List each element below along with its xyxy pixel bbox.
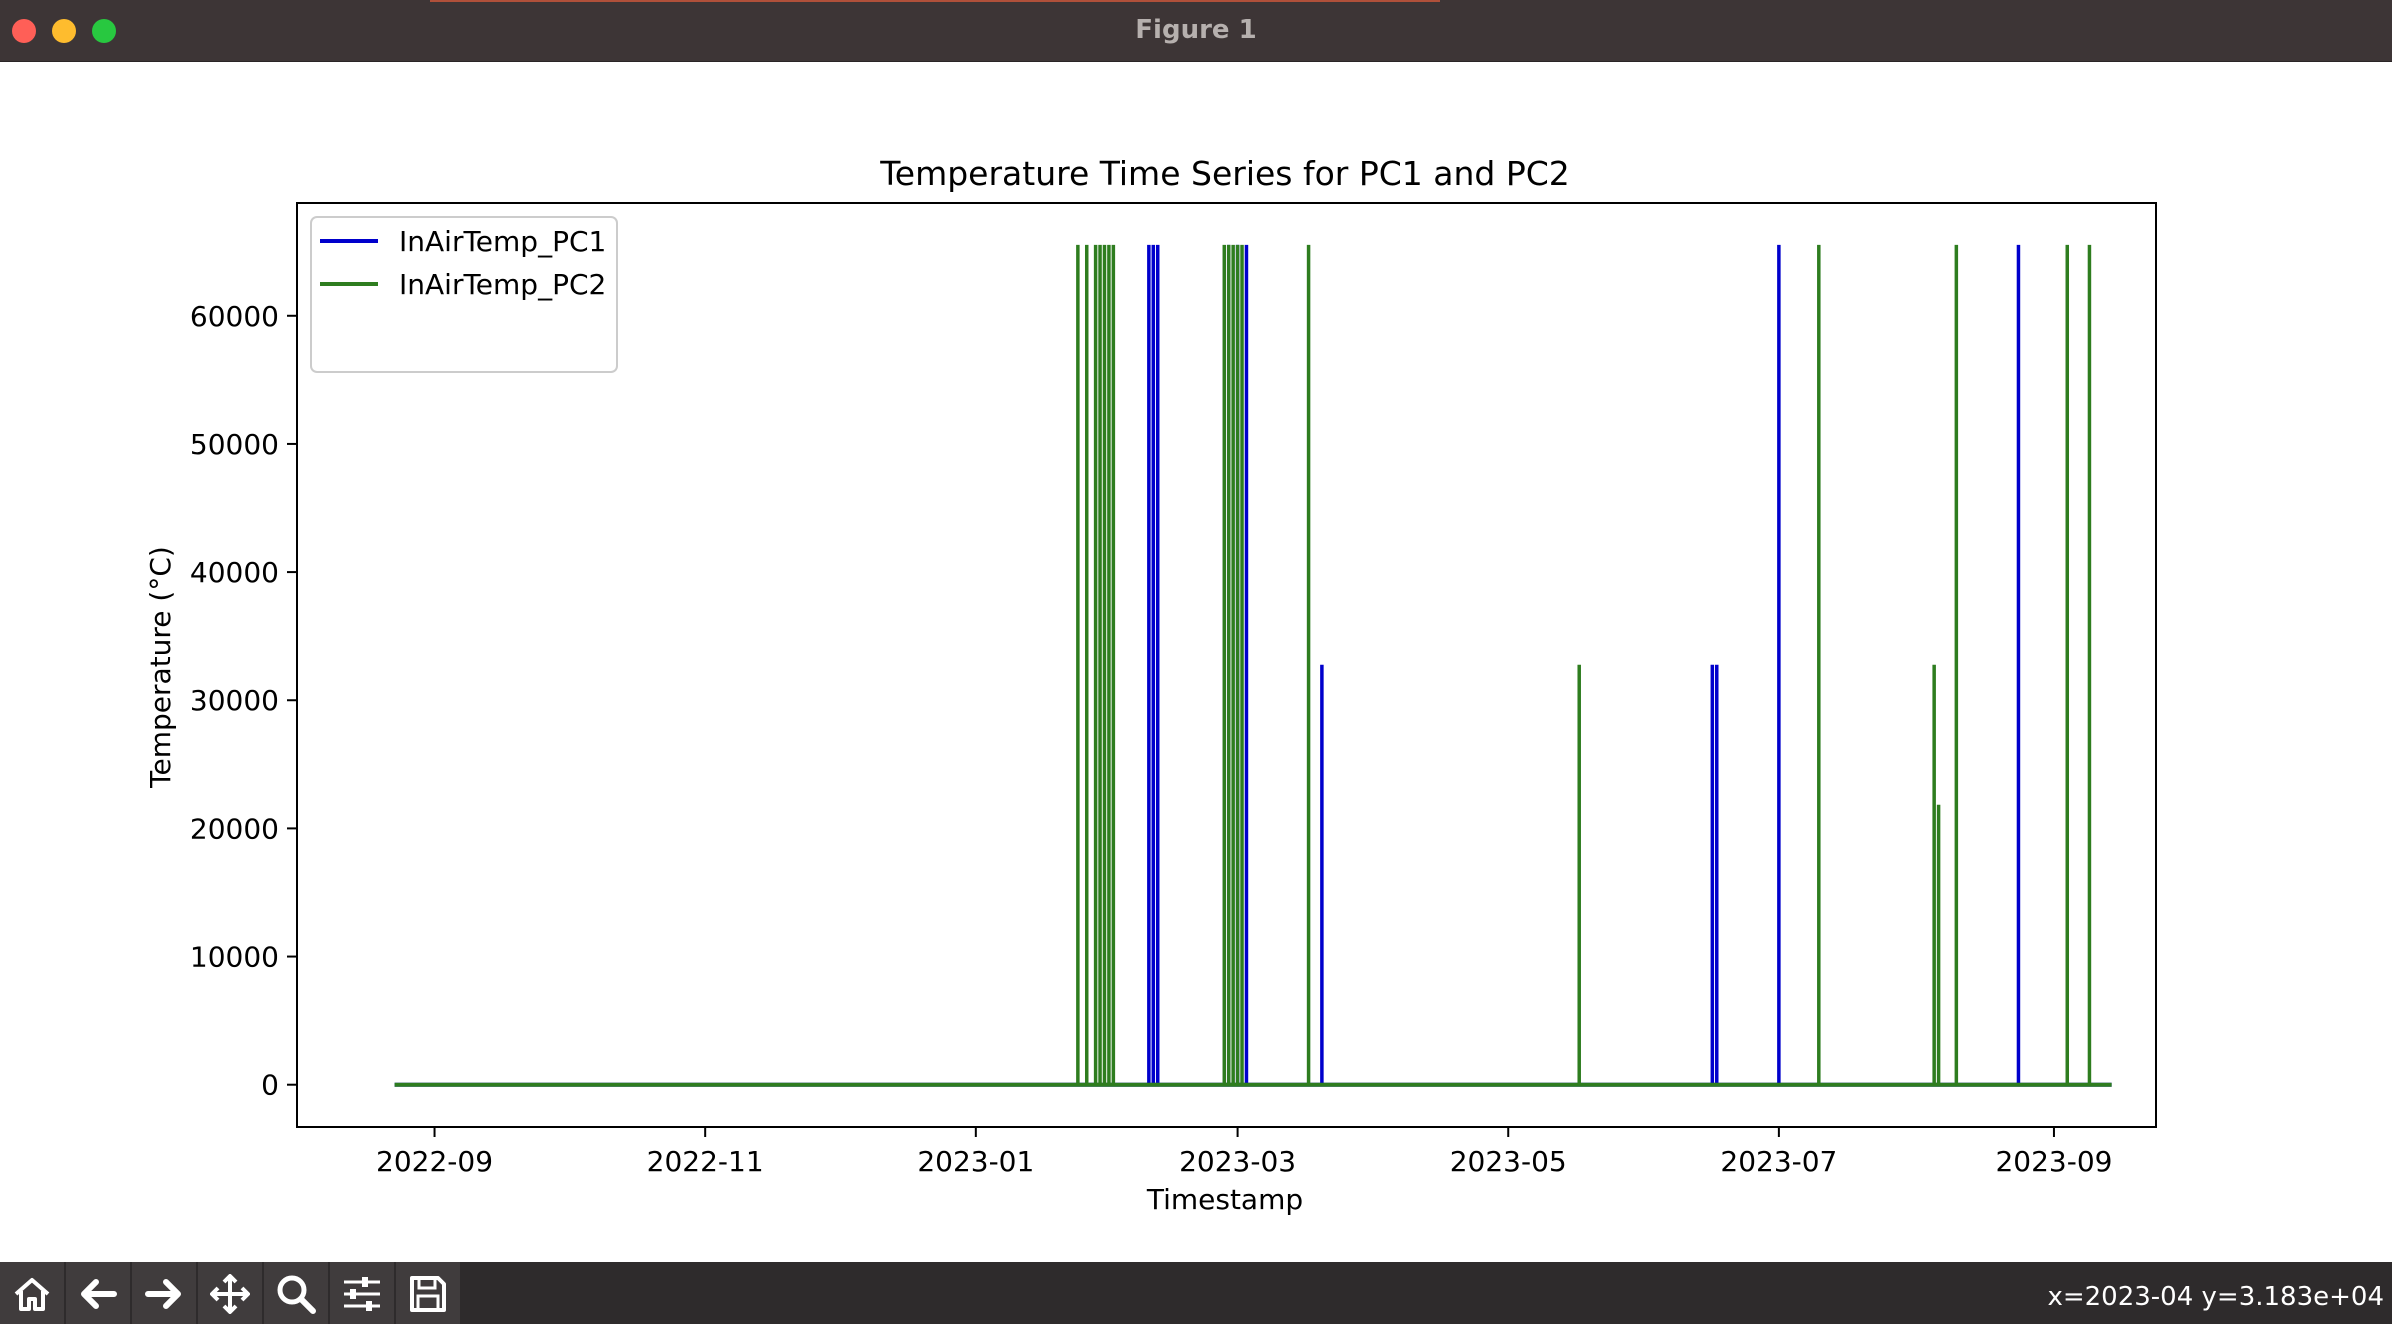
x-tick-label: 2022-09	[376, 1145, 493, 1178]
home-button[interactable]	[0, 1262, 66, 1324]
forward-button[interactable]	[132, 1262, 198, 1324]
navigation-toolbar	[0, 1262, 2392, 1324]
back-button[interactable]	[66, 1262, 132, 1324]
zoom-button[interactable]	[264, 1262, 330, 1324]
y-tick-label: 60000	[190, 300, 279, 333]
x-tick-label: 2022-11	[647, 1145, 764, 1178]
y-tick-label: 20000	[190, 812, 279, 845]
y-tick-label: 0	[261, 1069, 279, 1102]
floppy-disk-icon	[410, 1276, 446, 1312]
legend-label: InAirTemp_PC1	[399, 225, 606, 258]
y-tick-label: 50000	[190, 428, 279, 461]
x-axis: 2022-09 2022-11 2023-01 2023-03 2023-05 2023-…	[376, 1127, 2112, 1178]
sliders-icon	[344, 1277, 380, 1311]
legend: InAirTemp_PC1 InAirTemp_PC2	[310, 216, 618, 373]
legend-frame	[310, 216, 618, 373]
y-axis: 0 10000 20000 30000 40000 50000 60000	[190, 300, 297, 1102]
window-titlebar: Figure 1	[0, 0, 2392, 62]
close-window-button[interactable]	[12, 19, 36, 43]
legend-label: InAirTemp_PC2	[399, 268, 606, 301]
series-InAirTemp_PC2	[394, 244, 2112, 1087]
figure-canvas[interactable]: Temperature Time Series for PC1 and PC2 …	[0, 61, 2392, 1262]
move-icon	[210, 1274, 250, 1314]
maximize-window-button[interactable]	[92, 19, 116, 43]
x-tick-label: 2023-01	[917, 1145, 1034, 1178]
y-tick-label: 30000	[190, 684, 279, 717]
series-InAirTemp_PC1	[394, 244, 2112, 1087]
x-axis-label: Timestamp	[1146, 1183, 1303, 1216]
save-button[interactable]	[396, 1262, 462, 1324]
axes-frame	[296, 202, 2157, 1128]
x-tick-label: 2023-09	[1995, 1145, 2112, 1178]
y-tick-label: 40000	[190, 556, 279, 589]
chart-title: Temperature Time Series for PC1 and PC2	[879, 154, 1570, 193]
pan-button[interactable]	[198, 1262, 264, 1324]
y-axis-label: Temperature (°C)	[144, 546, 177, 789]
series-layer	[394, 244, 2112, 1087]
titlebar-accent	[430, 0, 1440, 2]
home-icon	[14, 1278, 50, 1311]
magnifier-icon	[277, 1275, 316, 1314]
configure-subplots-button[interactable]	[330, 1262, 396, 1324]
arrow-right-icon	[145, 1279, 181, 1309]
arrow-left-icon	[81, 1279, 117, 1309]
window-title: Figure 1	[1135, 15, 1257, 45]
cursor-coordinates: x=2023-04 y=3.183e+04	[2047, 1282, 2384, 1312]
minimize-window-button[interactable]	[52, 19, 76, 43]
y-tick-label: 10000	[190, 941, 279, 974]
x-tick-label: 2023-05	[1450, 1145, 1567, 1178]
x-tick-label: 2023-03	[1179, 1145, 1296, 1178]
x-tick-label: 2023-07	[1720, 1145, 1837, 1178]
